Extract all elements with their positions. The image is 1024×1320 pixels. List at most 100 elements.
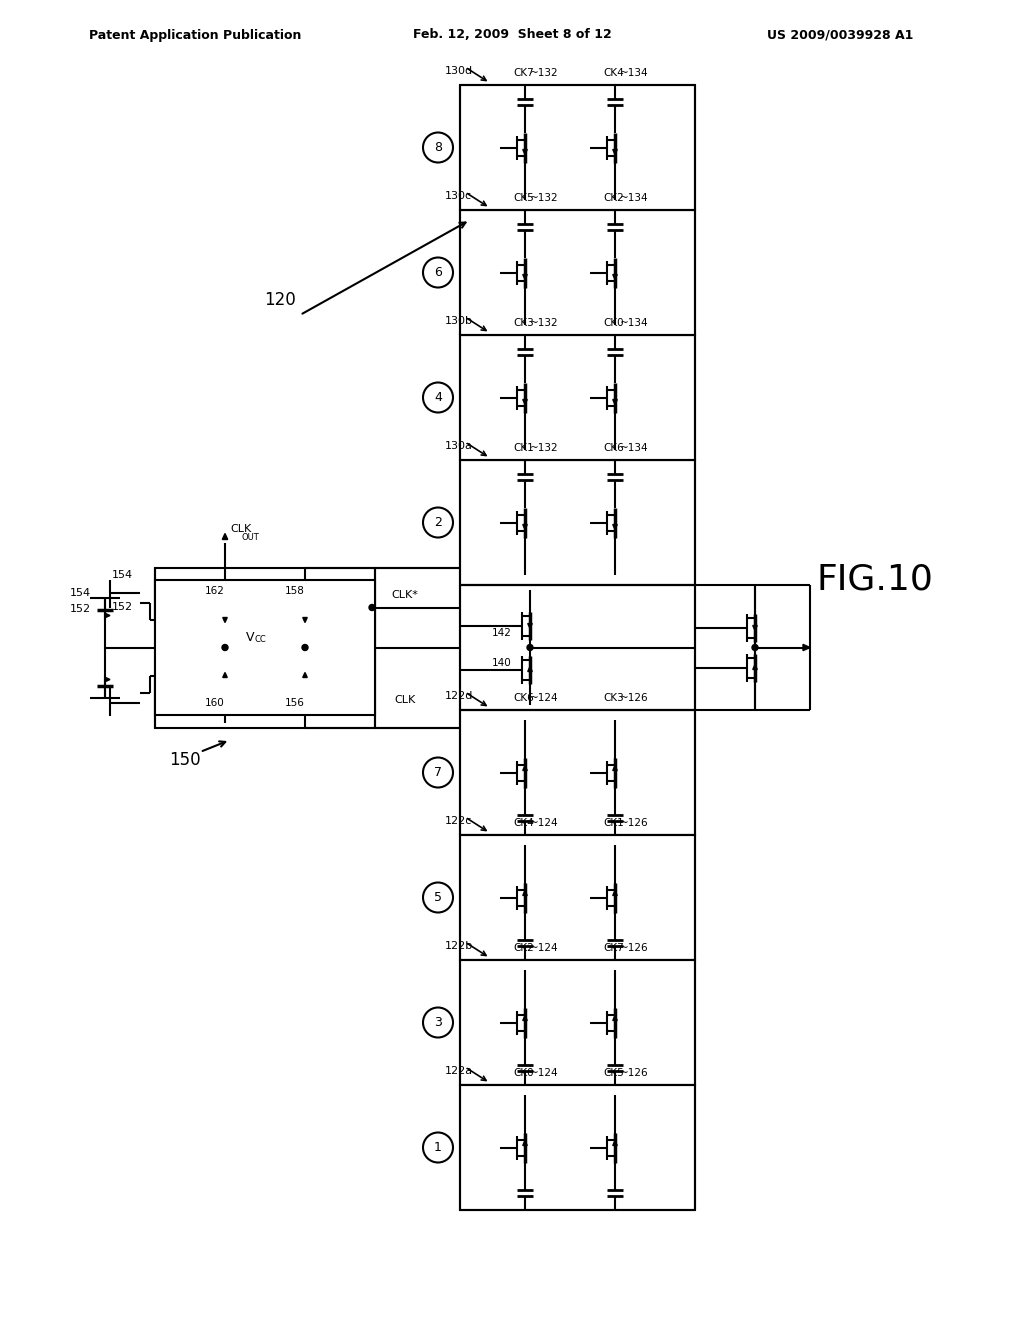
Text: ~134: ~134 [620, 69, 648, 78]
Bar [460, 210, 695, 335]
Text: 6: 6 [434, 267, 442, 279]
Text: OUT: OUT [242, 533, 260, 543]
Text: 154: 154 [112, 570, 132, 581]
Polygon shape [222, 533, 227, 540]
Polygon shape [522, 149, 527, 154]
Text: ~134: ~134 [620, 193, 648, 203]
Text: 122c: 122c [445, 816, 472, 826]
Text: 130b: 130b [445, 315, 473, 326]
Text: CK6: CK6 [513, 693, 534, 704]
Circle shape [527, 644, 534, 651]
Polygon shape [303, 672, 307, 677]
Text: ~124: ~124 [530, 693, 559, 704]
Text: 2: 2 [434, 516, 442, 529]
Text: CK3: CK3 [603, 693, 624, 704]
Polygon shape [612, 1140, 617, 1146]
Polygon shape [527, 623, 532, 628]
Polygon shape [612, 275, 617, 280]
Text: CK0: CK0 [603, 318, 624, 327]
Text: 122a: 122a [445, 1067, 473, 1076]
Polygon shape [612, 524, 617, 529]
Bar [460, 459, 695, 585]
Circle shape [752, 644, 758, 651]
Polygon shape [522, 400, 527, 404]
Text: 150: 150 [169, 751, 201, 770]
Polygon shape [223, 618, 227, 623]
Polygon shape [612, 400, 617, 404]
Text: CK1: CK1 [513, 444, 534, 453]
Text: ~132: ~132 [530, 193, 559, 203]
Polygon shape [522, 275, 527, 280]
Text: CK6: CK6 [603, 444, 624, 453]
Text: 140: 140 [493, 657, 512, 668]
Text: ~126: ~126 [620, 942, 648, 953]
Bar [460, 710, 695, 836]
Text: 130a: 130a [445, 441, 473, 451]
Text: ~132: ~132 [530, 444, 559, 453]
Text: ~124: ~124 [530, 818, 559, 828]
Text: 130d: 130d [445, 66, 473, 77]
Circle shape [302, 644, 308, 651]
Bar [460, 836, 695, 960]
Text: 158: 158 [285, 586, 305, 597]
Text: CK5: CK5 [603, 1068, 624, 1078]
Polygon shape [522, 524, 527, 529]
Text: CK7: CK7 [603, 942, 624, 953]
Text: V: V [246, 631, 254, 644]
Text: 8: 8 [434, 141, 442, 154]
Text: CLK: CLK [230, 524, 251, 535]
Text: CK7: CK7 [513, 69, 534, 78]
Polygon shape [612, 766, 617, 771]
Text: 7: 7 [434, 766, 442, 779]
Text: ~126: ~126 [620, 1068, 648, 1078]
Polygon shape [522, 1015, 527, 1020]
Text: 122b: 122b [445, 941, 473, 950]
Text: Feb. 12, 2009  Sheet 8 of 12: Feb. 12, 2009 Sheet 8 of 12 [413, 29, 611, 41]
Polygon shape [612, 1015, 617, 1020]
Text: ~124: ~124 [530, 942, 559, 953]
Bar [460, 960, 695, 1085]
Bar [460, 84, 695, 210]
Bar [460, 335, 695, 459]
Text: ~134: ~134 [620, 318, 648, 327]
Text: CK4: CK4 [603, 69, 624, 78]
Text: CLK*: CLK* [391, 590, 419, 601]
Text: 3: 3 [434, 1016, 442, 1030]
Text: US 2009/0039928 A1: US 2009/0039928 A1 [767, 29, 913, 41]
Polygon shape [753, 626, 758, 631]
Text: ~132: ~132 [530, 69, 559, 78]
Bar [460, 1085, 695, 1210]
Text: CK4: CK4 [513, 818, 534, 828]
Polygon shape [522, 766, 527, 771]
Polygon shape [527, 667, 532, 672]
Text: 154: 154 [70, 587, 90, 598]
Text: CK2: CK2 [513, 942, 534, 953]
Circle shape [222, 644, 228, 651]
Text: 152: 152 [70, 605, 90, 615]
Polygon shape [612, 891, 617, 895]
Text: 130c: 130c [445, 191, 472, 201]
Polygon shape [105, 614, 110, 618]
Text: CC: CC [254, 635, 266, 644]
Text: CK0: CK0 [513, 1068, 534, 1078]
Polygon shape [753, 664, 758, 669]
Text: 162: 162 [205, 586, 225, 597]
Text: ~126: ~126 [620, 818, 648, 828]
Text: 156: 156 [285, 698, 305, 709]
Text: 4: 4 [434, 391, 442, 404]
Polygon shape [223, 672, 227, 677]
Bar [155, 579, 375, 715]
Text: CK2: CK2 [603, 193, 624, 203]
Text: 120: 120 [264, 290, 296, 309]
Polygon shape [803, 644, 810, 651]
Text: 122d: 122d [445, 690, 473, 701]
Text: ~126: ~126 [620, 693, 648, 704]
Polygon shape [522, 891, 527, 895]
Text: 142: 142 [493, 627, 512, 638]
Text: 5: 5 [434, 891, 442, 904]
Polygon shape [612, 149, 617, 154]
Bar [155, 568, 375, 727]
Text: 160: 160 [205, 698, 225, 709]
Polygon shape [105, 677, 110, 681]
Text: 152: 152 [112, 602, 132, 612]
